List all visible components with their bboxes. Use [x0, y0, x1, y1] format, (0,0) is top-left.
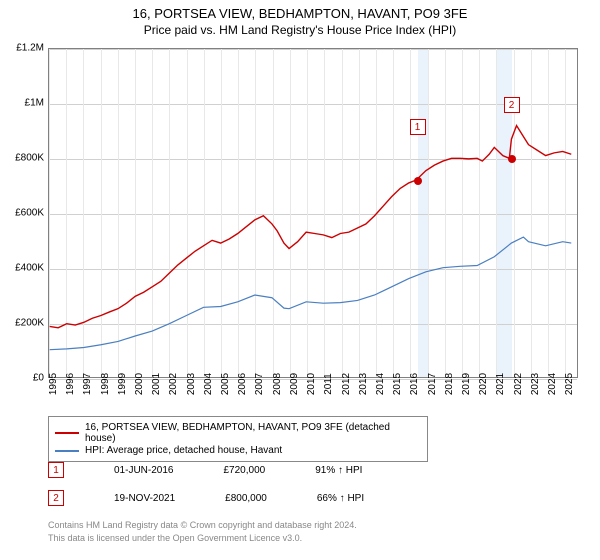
transaction-badge: 1	[48, 462, 64, 478]
chart-title: 16, PORTSEA VIEW, BEDHAMPTON, HAVANT, PO…	[0, 0, 600, 21]
y-tick-label: £1.2M	[4, 43, 44, 54]
x-tick-label: 2013	[358, 373, 369, 395]
y-tick-label: £400K	[4, 263, 44, 274]
x-tick-label: 2016	[409, 373, 420, 395]
x-tick-label: 2022	[513, 373, 524, 395]
legend-swatch	[55, 450, 79, 452]
x-tick-label: 2019	[461, 373, 472, 395]
y-tick-label: £600K	[4, 208, 44, 219]
chart-svg	[49, 49, 577, 377]
legend-item: HPI: Average price, detached house, Hava…	[55, 445, 421, 456]
transaction-vs-hpi: 66% ↑ HPI	[317, 493, 364, 504]
x-tick-label: 1995	[48, 373, 59, 395]
x-tick-label: 2000	[134, 373, 145, 395]
x-tick-label: 2023	[530, 373, 541, 395]
x-tick-label: 2001	[151, 373, 162, 395]
legend-label: HPI: Average price, detached house, Hava…	[85, 445, 282, 456]
legend-swatch	[55, 432, 79, 434]
marker-dot	[508, 155, 516, 163]
x-tick-label: 2014	[375, 373, 386, 395]
x-tick-label: 1997	[82, 373, 93, 395]
x-tick-label: 2011	[323, 373, 334, 395]
transaction-row: 2 19-NOV-2021 £800,000 66% ↑ HPI	[48, 490, 364, 506]
footer-license: This data is licensed under the Open Gov…	[48, 533, 302, 545]
x-tick-label: 2010	[306, 373, 317, 395]
x-tick-label: 2003	[186, 373, 197, 395]
x-tick-label: 1998	[100, 373, 111, 395]
footer-copyright: Contains HM Land Registry data © Crown c…	[48, 520, 357, 532]
x-tick-label: 2021	[495, 373, 506, 395]
x-tick-label: 2012	[341, 373, 352, 395]
transaction-row: 1 01-JUN-2016 £720,000 91% ↑ HPI	[48, 462, 362, 478]
x-tick-label: 2008	[272, 373, 283, 395]
legend: 16, PORTSEA VIEW, BEDHAMPTON, HAVANT, PO…	[48, 416, 428, 462]
transaction-price: £800,000	[225, 493, 267, 504]
y-tick-label: £200K	[4, 318, 44, 329]
transaction-price: £720,000	[223, 465, 265, 476]
transaction-badge: 2	[48, 490, 64, 506]
x-tick-label: 2025	[564, 373, 575, 395]
x-tick-label: 2018	[444, 373, 455, 395]
legend-item: 16, PORTSEA VIEW, BEDHAMPTON, HAVANT, PO…	[55, 422, 421, 444]
chart-container: 16, PORTSEA VIEW, BEDHAMPTON, HAVANT, PO…	[0, 0, 600, 560]
transaction-vs-hpi: 91% ↑ HPI	[315, 465, 362, 476]
x-tick-label: 2024	[547, 373, 558, 395]
transaction-date: 19-NOV-2021	[114, 493, 175, 504]
x-tick-label: 2017	[427, 373, 438, 395]
series-hpi	[50, 237, 572, 350]
chart-subtitle: Price paid vs. HM Land Registry's House …	[0, 21, 600, 41]
x-tick-label: 2007	[254, 373, 265, 395]
transaction-date: 01-JUN-2016	[114, 465, 173, 476]
marker-flag: 2	[504, 97, 520, 113]
legend-label: 16, PORTSEA VIEW, BEDHAMPTON, HAVANT, PO…	[85, 422, 421, 444]
x-tick-label: 1999	[117, 373, 128, 395]
x-tick-label: 2004	[203, 373, 214, 395]
y-tick-label: £800K	[4, 153, 44, 164]
x-tick-label: 2015	[392, 373, 403, 395]
x-tick-label: 2020	[478, 373, 489, 395]
y-tick-label: £0	[4, 373, 44, 384]
marker-dot	[414, 177, 422, 185]
x-tick-label: 2006	[237, 373, 248, 395]
series-property	[50, 126, 572, 328]
plot-area: 12	[48, 48, 578, 378]
x-tick-label: 2005	[220, 373, 231, 395]
x-tick-label: 2009	[289, 373, 300, 395]
x-tick-label: 1996	[65, 373, 76, 395]
x-tick-label: 2002	[168, 373, 179, 395]
y-tick-label: £1M	[4, 98, 44, 109]
marker-flag: 1	[410, 119, 426, 135]
